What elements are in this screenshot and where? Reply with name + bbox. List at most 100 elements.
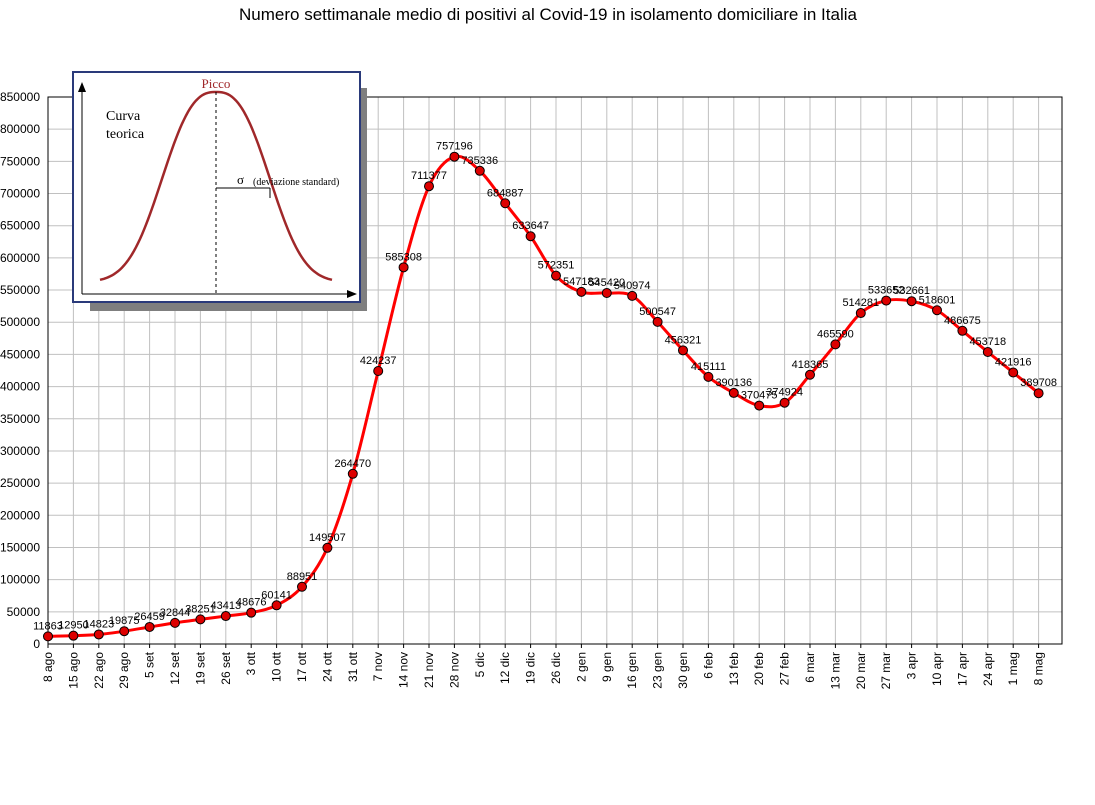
x-tick-label: 1 mag (1006, 652, 1020, 685)
x-tick-label: 15 ago (66, 652, 80, 689)
data-label: 735336 (461, 155, 498, 167)
data-point (932, 305, 942, 316)
x-tick-label: 2 gen (574, 652, 588, 682)
data-point (373, 365, 384, 376)
x-tick-label: 13 mar (828, 652, 842, 689)
x-tick-label: 21 nov (422, 652, 436, 688)
y-tick-label: 700000 (0, 187, 40, 201)
data-point (271, 600, 282, 611)
x-tick-label: 7 nov (371, 652, 385, 681)
data-point (93, 629, 104, 640)
y-tick-label: 600000 (0, 251, 40, 265)
data-label: 757196 (436, 141, 473, 153)
x-tick-label: 23 gen (651, 652, 665, 689)
data-point (982, 347, 993, 358)
x-tick-label: 3 ott (244, 651, 258, 675)
data-label: 14823 (84, 618, 115, 630)
data-labels: 1186312950148231987526459328443825143413… (33, 141, 1057, 633)
data-point (246, 607, 257, 618)
x-axis-ticks: 8 ago 15 ago 22 ago 29 ago 5 set 12 set 19 set… (41, 644, 1046, 689)
data-point (957, 325, 968, 336)
data-point (43, 631, 53, 642)
x-tick-label: 29 ago (117, 652, 131, 689)
x-tick-label: 26 set (219, 651, 233, 684)
data-points (43, 151, 1044, 642)
data-label: 43413 (211, 600, 242, 612)
x-tick-label: 27 feb (778, 652, 792, 686)
data-label: 12950 (58, 620, 89, 632)
chart-title: Numero settimanale medio di positivi al … (239, 5, 857, 24)
data-point (424, 181, 434, 192)
data-label: 418365 (792, 359, 829, 371)
x-tick-label: 6 feb (701, 652, 715, 679)
data-point (220, 611, 231, 622)
y-tick-label: 300000 (0, 444, 40, 458)
x-tick-label: 30 gen (676, 652, 690, 689)
x-tick-label: 13 feb (727, 652, 741, 686)
data-point (297, 581, 307, 592)
data-label: 684887 (487, 187, 524, 199)
x-tick-label: 17 ott (295, 651, 309, 682)
y-tick-label: 250000 (0, 476, 40, 490)
y-tick-label: 800000 (0, 122, 40, 136)
data-point (144, 621, 155, 632)
x-tick-label: 10 apr (930, 652, 944, 686)
data-label: 465590 (817, 328, 854, 340)
data-label: 421916 (995, 356, 1032, 368)
y-tick-label: 200000 (0, 508, 40, 522)
data-label: 518601 (919, 294, 956, 306)
data-label: 415111 (691, 361, 726, 373)
data-label: 514281 (842, 297, 879, 309)
x-tick-label: 5 set (143, 651, 157, 678)
y-tick-label: 150000 (0, 540, 40, 554)
x-tick-label: 22 ago (92, 652, 106, 689)
x-tick-label: 19 set (193, 651, 207, 684)
data-label: 500547 (639, 306, 676, 318)
x-tick-label: 5 dic (473, 652, 487, 677)
x-tick-label: 28 nov (447, 652, 461, 688)
y-tick-label: 50000 (7, 605, 41, 619)
y-tick-label: 350000 (0, 412, 40, 426)
data-label: 370475 (741, 390, 778, 402)
data-point (474, 165, 485, 176)
data-point (576, 286, 587, 297)
data-point (398, 262, 409, 273)
y-tick-label: 100000 (0, 573, 40, 587)
data-label: 32844 (160, 607, 191, 619)
inset-y-axis-arrow (78, 82, 86, 92)
data-label: 711377 (411, 170, 447, 182)
data-point (830, 339, 841, 350)
data-label: 533652 (868, 285, 905, 297)
data-point (754, 400, 765, 411)
x-tick-label: 3 apr (905, 652, 919, 679)
data-point (1033, 388, 1044, 399)
data-label: 545420 (588, 277, 625, 289)
x-tick-label: 27 mar (879, 652, 893, 689)
y-tick-label: 0 (33, 637, 40, 651)
inset-peak-label: Picco (202, 76, 231, 91)
x-tick-label: 12 dic (498, 652, 512, 684)
data-label: 389708 (1020, 377, 1057, 389)
y-axis-ticks: 0 50000 100000 150000 200000 250000 300000 3500… (0, 90, 40, 651)
data-label: 48676 (236, 597, 267, 609)
data-point (703, 371, 714, 382)
y-tick-label: 500000 (0, 315, 40, 329)
x-tick-label: 6 mar (803, 652, 817, 683)
data-point (601, 288, 612, 299)
data-label: 424237 (360, 355, 397, 367)
x-tick-label: 12 set (168, 651, 182, 684)
x-tick-label: 9 gen (600, 652, 614, 682)
x-tick-label: 10 ott (270, 651, 284, 682)
data-label: 149507 (309, 532, 346, 544)
x-tick-label: 31 ott (346, 651, 360, 682)
data-label: 572351 (538, 260, 575, 272)
data-point (551, 270, 561, 281)
data-label: 453718 (969, 336, 1006, 348)
inset-curve-label-line1: Curva (106, 109, 141, 124)
data-point (855, 308, 866, 319)
plot-frame (47, 96, 1063, 645)
data-point (322, 542, 333, 553)
x-tick-label: 8 ago (41, 652, 55, 682)
x-tick-label: 24 ott (320, 651, 334, 682)
